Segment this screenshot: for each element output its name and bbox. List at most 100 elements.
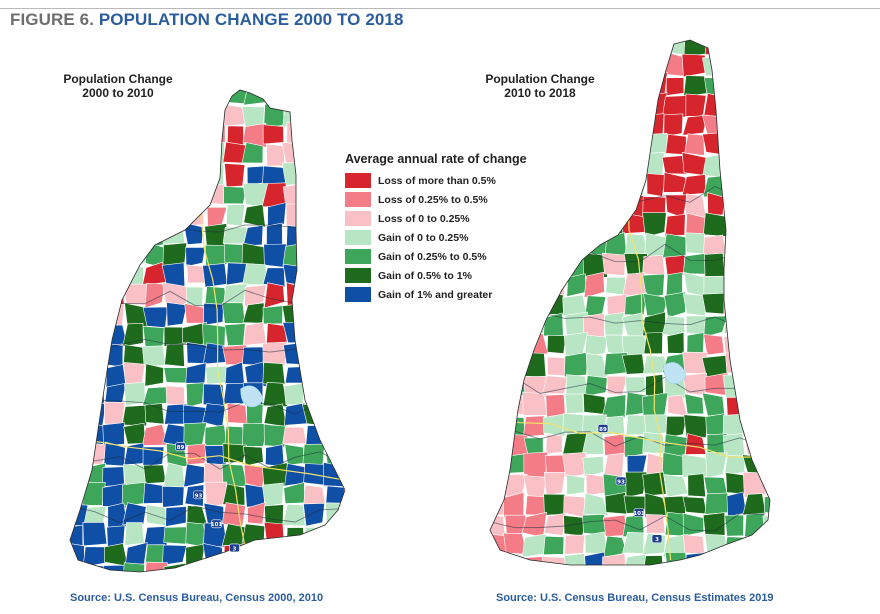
town-region <box>685 212 708 236</box>
town-region <box>642 431 667 454</box>
town-region <box>643 113 665 136</box>
town-region <box>684 232 706 255</box>
county-line <box>490 430 766 450</box>
town-region <box>664 552 688 565</box>
town-region <box>262 165 288 187</box>
town-region <box>242 446 264 467</box>
town-region <box>102 422 125 447</box>
town-region <box>562 452 587 479</box>
map-title-line1: Population Change <box>485 72 595 86</box>
town-region <box>705 413 725 438</box>
town-region <box>681 174 707 196</box>
town-region <box>682 253 708 275</box>
town-region <box>702 174 728 198</box>
town-region <box>664 213 686 237</box>
town-region <box>583 492 609 516</box>
town-region <box>601 394 627 418</box>
town-region <box>584 531 608 554</box>
town-region <box>564 393 584 415</box>
town-region <box>665 133 687 156</box>
interstate-shield-label: 89 <box>177 445 185 451</box>
town-region <box>766 475 770 496</box>
town-region <box>490 472 503 498</box>
town-region <box>121 404 148 427</box>
town-region <box>142 446 165 468</box>
town-region <box>124 542 148 567</box>
county-line <box>70 505 345 524</box>
town-region <box>682 512 705 537</box>
town-region <box>102 482 127 509</box>
town-region <box>643 332 663 355</box>
town-region <box>641 72 668 97</box>
figure-title: FIGURE 6. POPULATION CHANGE 2000 TO 2018 <box>10 10 404 30</box>
town-region <box>685 93 707 117</box>
town-region <box>585 473 607 496</box>
town-region <box>702 153 729 179</box>
interstate-shield-label: 89 <box>599 427 607 433</box>
town-region <box>663 291 686 318</box>
town-region <box>762 515 770 538</box>
town-region <box>663 113 684 137</box>
legend-label: Loss of 0 to 0.25% <box>378 212 470 225</box>
town-region <box>566 474 585 496</box>
town-region <box>601 252 626 276</box>
interstate-shield-icon <box>175 442 186 451</box>
town-region <box>543 535 565 556</box>
legend-items: Loss of more than 0.5% Loss of 0.25% to 0… <box>345 171 545 304</box>
town-region <box>684 393 705 415</box>
town-region <box>183 222 204 245</box>
town-region <box>642 273 665 298</box>
town-region <box>702 132 727 156</box>
interstate-shield-label: 93 <box>617 479 625 485</box>
town-region <box>142 386 168 406</box>
interstate-shield-icon <box>651 534 663 544</box>
town-region <box>244 284 267 308</box>
town-region <box>683 534 706 555</box>
town-region <box>742 493 767 516</box>
town-region <box>624 376 647 394</box>
town-region <box>566 273 587 297</box>
town-region <box>703 315 728 338</box>
town-region <box>163 526 189 545</box>
town-region <box>725 352 748 374</box>
town-region <box>603 452 625 478</box>
town-region <box>703 333 725 356</box>
town-region <box>662 95 688 118</box>
town-region <box>545 434 563 455</box>
figure-number: FIGURE 6. <box>10 10 95 29</box>
interstate-shield-label: 93 <box>195 493 203 499</box>
town-region <box>490 513 506 539</box>
town-region <box>144 561 168 572</box>
town-region <box>726 213 746 237</box>
town-region <box>683 40 708 57</box>
legend-item: Loss of 0.25% to 0.5% <box>345 190 545 209</box>
town-region <box>623 253 648 275</box>
town-region <box>682 496 708 515</box>
town-region <box>282 503 306 527</box>
town-region <box>263 282 285 309</box>
town-region <box>604 312 625 338</box>
legend-swatch <box>345 192 371 207</box>
town-region <box>522 415 545 438</box>
town-region <box>504 554 525 565</box>
town-region <box>667 394 688 417</box>
town-region <box>162 242 188 268</box>
state-outline <box>69 89 346 573</box>
town-region <box>724 454 746 476</box>
county-line <box>490 376 766 394</box>
town-region <box>702 512 726 539</box>
town-region <box>525 352 547 378</box>
legend-swatch <box>345 268 371 283</box>
town-region <box>642 255 666 278</box>
town-region <box>564 534 586 555</box>
source-2010-2018: Source: U.S. Census Bureau, Census Estim… <box>496 592 774 604</box>
legend-item: Loss of 0 to 0.25% <box>345 209 545 228</box>
interstate-shield-icon <box>229 543 240 553</box>
town-region <box>707 192 725 216</box>
town-region <box>683 414 709 438</box>
town-region <box>662 233 687 259</box>
town-region <box>584 295 607 316</box>
legend-item: Gain of 0.5% to 1% <box>345 266 545 285</box>
town-region <box>684 133 705 156</box>
map-title-line1: Population Change <box>63 72 173 86</box>
